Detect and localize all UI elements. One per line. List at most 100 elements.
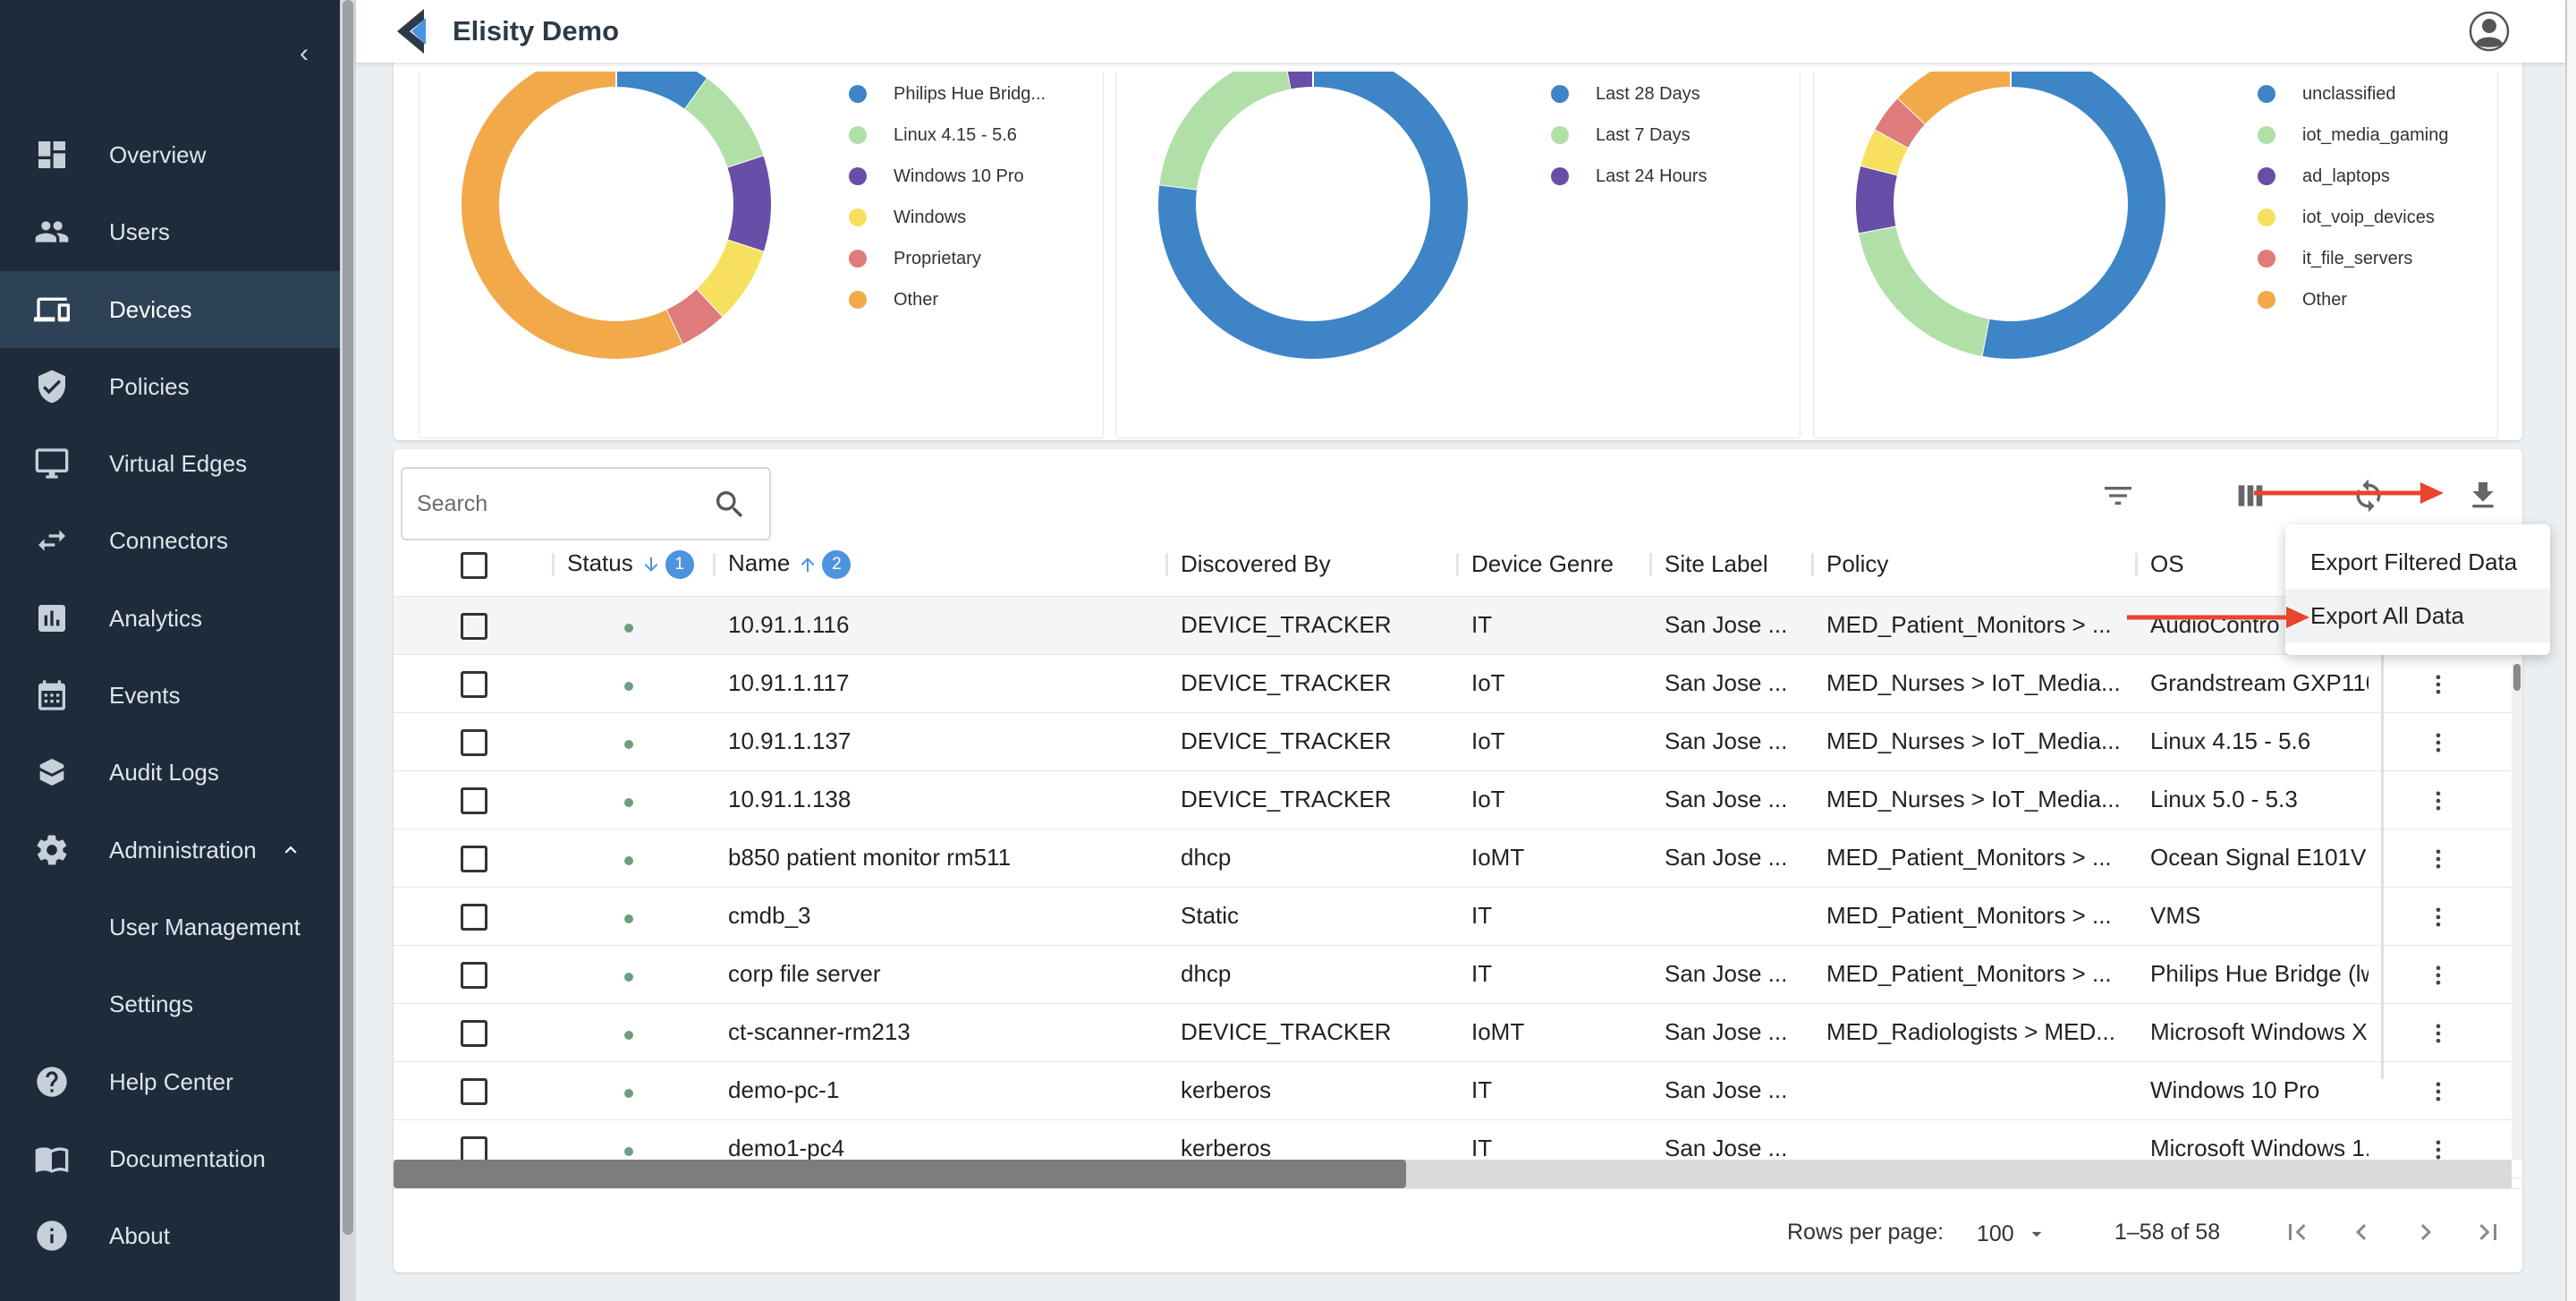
table-row[interactable]: 10.91.1.117 DEVICE_TRACKER IoT San Jose ...… bbox=[394, 654, 2522, 713]
legend-item[interactable]: Linux 4.15 - 5.6 bbox=[849, 121, 1017, 149]
table-row[interactable]: 10.91.1.116 DEVICE_TRACKER IT San Jose ... M… bbox=[394, 596, 2522, 655]
legend-item[interactable]: it_file_servers bbox=[2258, 244, 2412, 273]
legend-item[interactable]: unclassified bbox=[2258, 80, 2396, 108]
collapse-sidebar-chevron-icon[interactable]: ‹ bbox=[300, 38, 309, 68]
next-page-icon[interactable] bbox=[2410, 1216, 2445, 1252]
cell-name[interactable]: cmdb_3 bbox=[716, 887, 1168, 946]
last-page-icon[interactable] bbox=[2472, 1216, 2508, 1252]
first-page-icon[interactable] bbox=[2281, 1216, 2317, 1252]
column-header-discovered-by[interactable]: Discovered By bbox=[1168, 533, 1459, 597]
legend-item[interactable]: iot_media_gaming bbox=[2258, 121, 2448, 149]
sort-descending-icon[interactable] bbox=[640, 554, 662, 575]
donut-slice[interactable] bbox=[1158, 72, 1468, 359]
table-row[interactable]: 10.91.1.138 DEVICE_TRACKER IoT San Jose ...… bbox=[394, 770, 2522, 829]
sidebar-item-analytics[interactable]: Analytics bbox=[0, 580, 340, 657]
column-header-device-genre[interactable]: Device Genre bbox=[1459, 533, 1652, 597]
row-checkbox[interactable] bbox=[461, 728, 487, 756]
table-horizontal-scrollbar-thumb[interactable] bbox=[394, 1160, 1406, 1188]
sidebar-scrollbar[interactable] bbox=[340, 0, 356, 1301]
more-vert-icon[interactable] bbox=[2426, 727, 2451, 754]
column-header-policy[interactable]: Policy bbox=[1814, 533, 2138, 597]
user-account-icon[interactable] bbox=[2469, 11, 2510, 52]
select-all-checkbox[interactable] bbox=[461, 551, 487, 579]
donut-slice[interactable] bbox=[462, 72, 682, 359]
search-icon[interactable] bbox=[712, 487, 748, 523]
donut-slice[interactable] bbox=[1897, 72, 2012, 124]
more-vert-icon[interactable] bbox=[2426, 1018, 2451, 1045]
columns-icon[interactable] bbox=[2231, 476, 2270, 515]
legend-item[interactable]: Windows 10 Pro bbox=[849, 162, 1024, 191]
row-checkbox[interactable] bbox=[461, 787, 487, 814]
cell-name[interactable]: demo-pc-1 bbox=[716, 1061, 1168, 1120]
sidebar-item-settings[interactable]: Settings bbox=[0, 965, 340, 1042]
cell-name[interactable]: b850 patient monitor rm511 bbox=[716, 829, 1168, 888]
sidebar-item-devices[interactable]: Devices bbox=[0, 271, 340, 348]
table-row[interactable]: cmdb_3 Static IT MED_Patient_Monitors > ...… bbox=[394, 887, 2522, 946]
table-row[interactable]: b850 patient monitor rm511 dhcp IoMT San Jo… bbox=[394, 829, 2522, 888]
more-vert-icon[interactable] bbox=[2426, 844, 2451, 871]
table-horizontal-scrollbar[interactable] bbox=[394, 1160, 2512, 1188]
rows-per-page-select[interactable]: 100 bbox=[1977, 1216, 2063, 1252]
sidebar-item-policies[interactable]: Policies bbox=[0, 348, 340, 425]
sidebar-item-administration[interactable]: Administration bbox=[0, 812, 340, 889]
donut-slice[interactable] bbox=[615, 72, 708, 110]
donut-slice[interactable] bbox=[684, 79, 764, 169]
table-vertical-scrollbar[interactable] bbox=[2512, 664, 2522, 1160]
previous-page-icon[interactable] bbox=[2345, 1216, 2381, 1252]
donut-slice[interactable] bbox=[1159, 72, 1292, 191]
row-checkbox[interactable] bbox=[461, 903, 487, 931]
sidebar-item-audit-logs[interactable]: Audit Logs bbox=[0, 734, 340, 811]
row-checkbox[interactable] bbox=[461, 670, 487, 698]
sidebar-item-users[interactable]: Users bbox=[0, 193, 340, 270]
table-row[interactable]: ct-scanner-rm213 DEVICE_TRACKER IoMT San Jo… bbox=[394, 1003, 2522, 1062]
cell-name[interactable]: 10.91.1.137 bbox=[716, 712, 1168, 771]
search-input[interactable] bbox=[417, 485, 694, 523]
sidebar-item-connectors[interactable]: Connectors bbox=[0, 502, 340, 579]
cell-name[interactable]: corp file server bbox=[716, 945, 1168, 1004]
row-checkbox[interactable] bbox=[461, 845, 487, 872]
legend-item[interactable]: Other bbox=[2258, 285, 2347, 314]
sidebar-item-help-center[interactable]: Help Center bbox=[0, 1043, 340, 1120]
legend-item[interactable]: ad_laptops bbox=[2258, 162, 2390, 191]
legend-item[interactable]: Last 7 Days bbox=[1551, 121, 1690, 149]
sidebar-item-user-management[interactable]: User Management bbox=[0, 889, 340, 965]
sidebar-item-documentation[interactable]: Documentation bbox=[0, 1120, 340, 1197]
more-vert-icon[interactable] bbox=[2426, 669, 2451, 696]
sidebar-item-virtual-edges[interactable]: Virtual Edges bbox=[0, 425, 340, 502]
cell-name[interactable]: 10.91.1.117 bbox=[716, 654, 1168, 713]
donut-slice[interactable] bbox=[696, 239, 764, 318]
more-vert-icon[interactable] bbox=[2426, 786, 2451, 812]
donut-slice[interactable] bbox=[1981, 72, 2165, 359]
download-icon[interactable] bbox=[2463, 476, 2503, 515]
column-header-site-label[interactable]: Site Label bbox=[1652, 533, 1814, 597]
table-row[interactable]: demo-pc-1 kerberos IT San Jose ... Windows 1… bbox=[394, 1061, 2522, 1120]
donut-slice[interactable] bbox=[1859, 225, 1989, 356]
legend-item[interactable]: Other bbox=[849, 285, 938, 314]
column-header-status[interactable]: Status 1 bbox=[555, 533, 716, 597]
table-row[interactable]: corp file server dhcp IT San Jose ... MED_Pa… bbox=[394, 945, 2522, 1004]
table-row[interactable]: 10.91.1.137 DEVICE_TRACKER IoT San Jose ...… bbox=[394, 712, 2522, 771]
legend-item[interactable]: Philips Hue Bridg... bbox=[849, 80, 1046, 108]
more-vert-icon[interactable] bbox=[2426, 1135, 2451, 1161]
more-vert-icon[interactable] bbox=[2426, 960, 2451, 987]
chevron-up-icon[interactable] bbox=[279, 838, 302, 868]
sidebar-item-about[interactable]: About bbox=[0, 1197, 340, 1274]
table-vertical-scrollbar-thumb[interactable] bbox=[2513, 664, 2521, 691]
sidebar-item-events[interactable]: Events bbox=[0, 657, 340, 734]
legend-item[interactable]: Windows bbox=[849, 203, 966, 232]
donut-slice[interactable] bbox=[727, 156, 771, 252]
donut-slice[interactable] bbox=[1860, 129, 1909, 176]
legend-item[interactable]: Last 28 Days bbox=[1551, 80, 1700, 108]
refresh-icon[interactable] bbox=[2349, 476, 2388, 515]
sidebar-scrollbar-thumb[interactable] bbox=[343, 0, 353, 1235]
cell-name[interactable]: ct-scanner-rm213 bbox=[716, 1003, 1168, 1062]
sidebar-item-overview[interactable]: Overview bbox=[0, 116, 340, 193]
filter-icon[interactable] bbox=[2098, 476, 2138, 515]
donut-slice[interactable] bbox=[1875, 98, 1926, 149]
row-checkbox[interactable] bbox=[461, 1019, 487, 1047]
search-box[interactable] bbox=[401, 467, 771, 540]
page-scrollbar[interactable] bbox=[2565, 0, 2576, 1301]
donut-slice[interactable] bbox=[665, 289, 723, 344]
more-vert-icon[interactable] bbox=[2426, 902, 2451, 929]
export-all-data-item[interactable]: Export All Data bbox=[2285, 589, 2550, 642]
